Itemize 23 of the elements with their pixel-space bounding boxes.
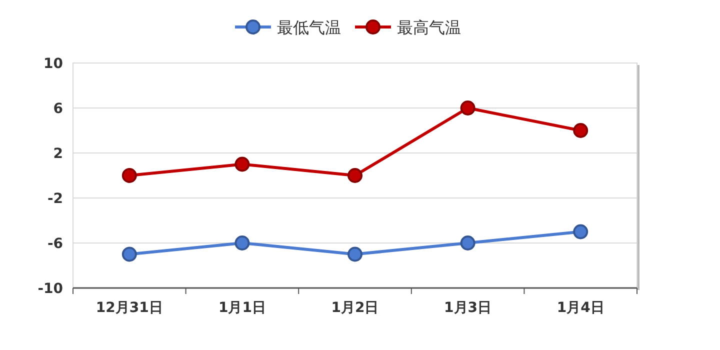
point (122, 246, 137, 262)
y-tick-label: -10 (38, 281, 64, 297)
legend-label: 最高气温 (397, 18, 461, 37)
y-tick-label: 6 (53, 101, 63, 117)
y-tick-label: 2 (53, 146, 63, 162)
point (234, 236, 250, 250)
y-tick-label: -2 (47, 191, 63, 207)
y-tick-label: 10 (44, 56, 64, 72)
point (348, 246, 362, 262)
legend-label: 最低气温 (277, 18, 341, 37)
x-tick-label: 1月3日 (444, 300, 492, 316)
x-tick-label: 12月31日 (96, 300, 163, 316)
point (573, 123, 588, 138)
point (573, 224, 588, 240)
y-tick-label: -6 (47, 236, 63, 252)
x-tick-label: 1月1日 (218, 300, 266, 316)
x-tick-label: 1月4日 (556, 300, 604, 316)
x-tick-label: 1月2日 (331, 300, 379, 316)
point (460, 236, 476, 250)
point (348, 168, 362, 183)
point (122, 168, 137, 183)
point (460, 100, 476, 116)
point (234, 156, 250, 172)
